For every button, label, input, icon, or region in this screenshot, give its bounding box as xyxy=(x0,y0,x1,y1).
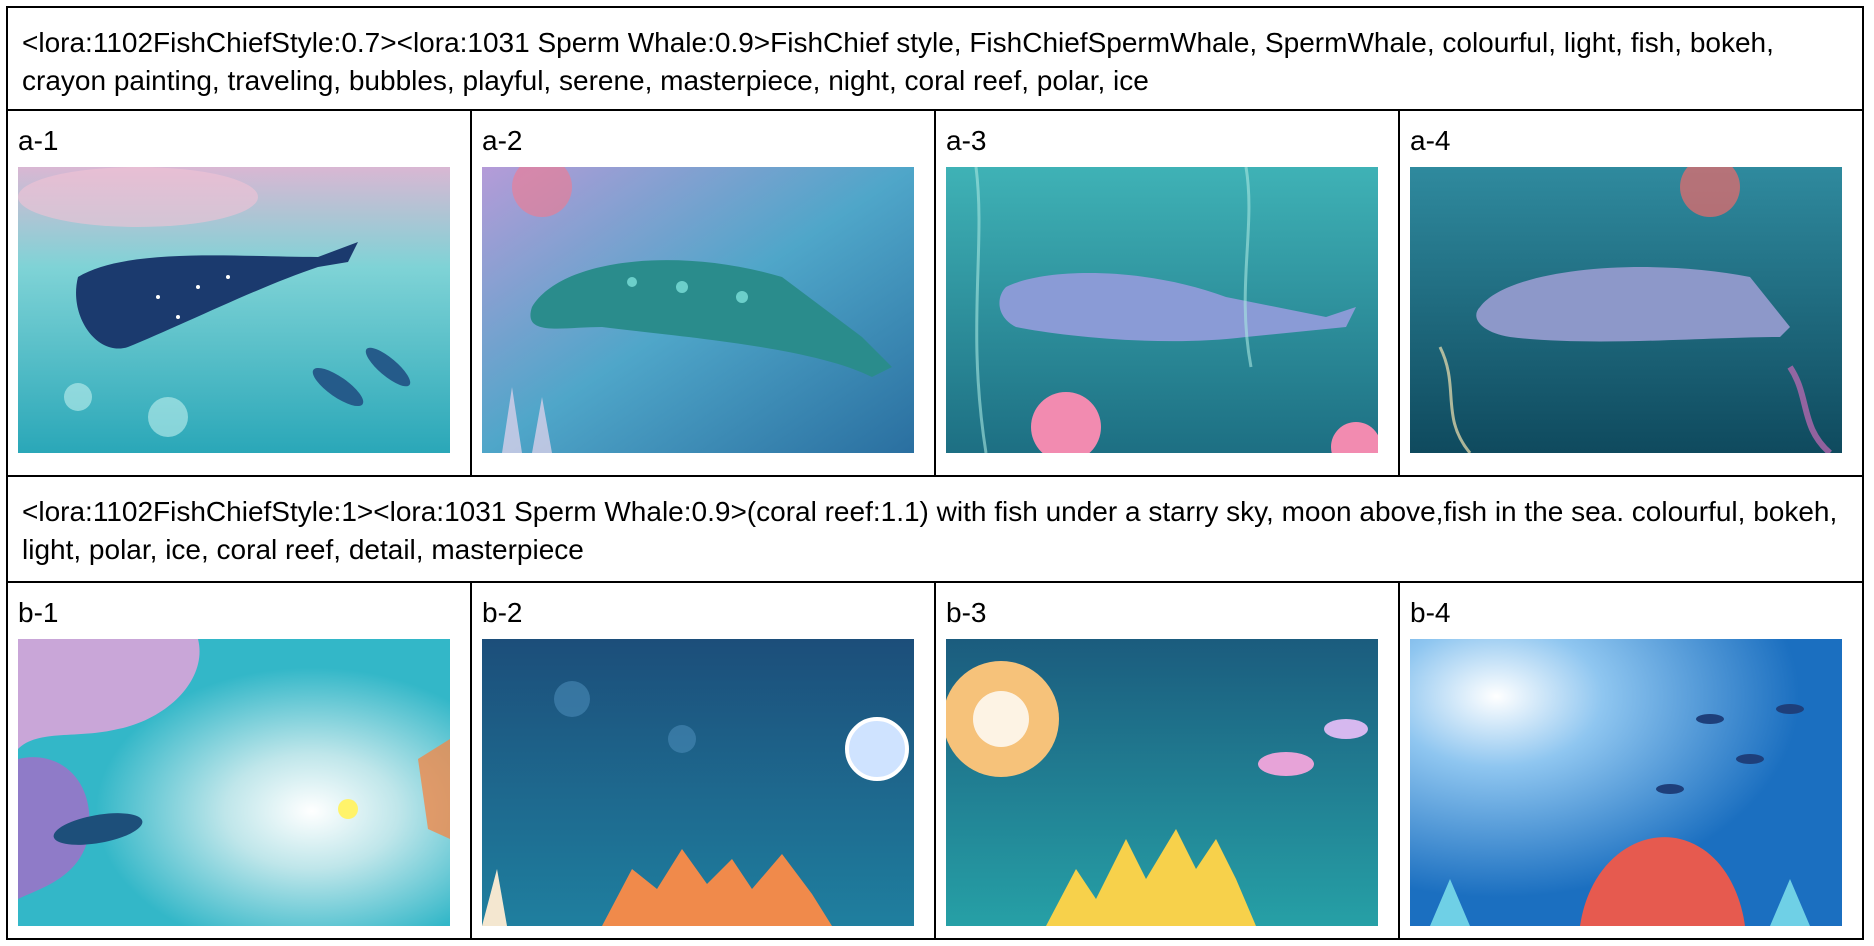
image-label-b-4: b-4 xyxy=(1410,597,1451,628)
image-row-a: a-1 a-2 xyxy=(8,111,1862,475)
image-a-1 xyxy=(18,167,450,453)
image-label-a-4: a-4 xyxy=(1410,125,1451,156)
image-a-2 xyxy=(482,167,914,453)
cell-a-3: a-3 xyxy=(936,111,1400,475)
prompt-b-text: <lora:1102FishChiefStyle:1><lora:1031 Sp… xyxy=(8,475,1862,583)
cell-b-2: b-2 xyxy=(472,583,936,938)
prompt-a-text: <lora:1102FishChiefStyle:0.7><lora:1031 … xyxy=(8,8,1862,111)
cell-a-1: a-1 xyxy=(8,111,472,475)
image-label-a-1: a-1 xyxy=(18,125,59,156)
image-b-4 xyxy=(1410,639,1842,926)
image-label-a-3: a-3 xyxy=(946,125,987,156)
cell-b-1: b-1 xyxy=(8,583,472,938)
image-label-b-3: b-3 xyxy=(946,597,987,628)
cell-a-4: a-4 xyxy=(1400,111,1862,475)
image-row-b: b-1 b-2 xyxy=(8,583,1862,938)
cell-a-2: a-2 xyxy=(472,111,936,475)
cell-b-4: b-4 xyxy=(1400,583,1862,938)
image-b-2 xyxy=(482,639,914,926)
image-a-4 xyxy=(1410,167,1842,453)
cell-b-3: b-3 xyxy=(936,583,1400,938)
image-a-3 xyxy=(946,167,1378,453)
image-label-b-1: b-1 xyxy=(18,597,59,628)
image-label-a-2: a-2 xyxy=(482,125,523,156)
comparison-grid: <lora:1102FishChiefStyle:0.7><lora:1031 … xyxy=(6,6,1864,940)
image-label-b-2: b-2 xyxy=(482,597,523,628)
image-b-3 xyxy=(946,639,1378,926)
image-b-1 xyxy=(18,639,450,926)
